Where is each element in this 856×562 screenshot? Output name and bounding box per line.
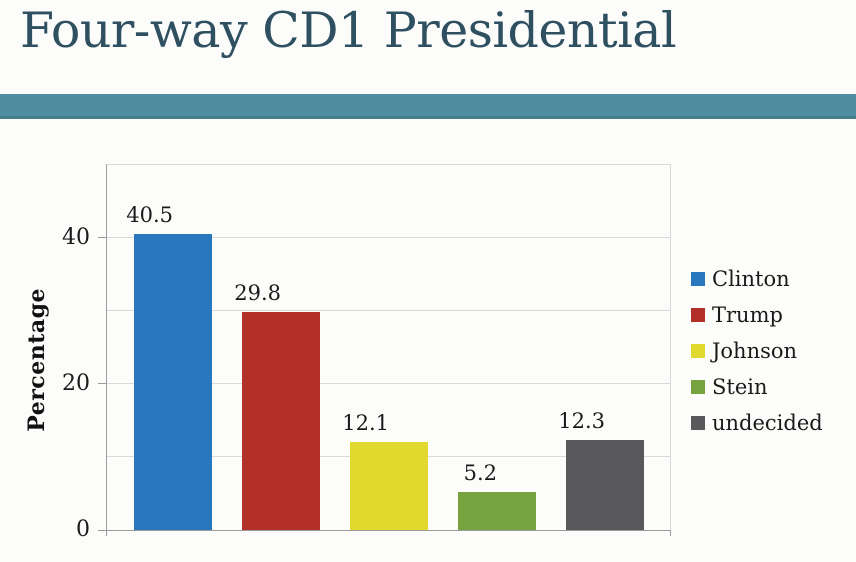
legend-item-clinton: Clinton <box>691 267 823 291</box>
legend-label: undecided <box>712 411 823 435</box>
bar-undecided <box>566 440 644 530</box>
gridline-30 <box>107 310 670 311</box>
legend-swatch-icon <box>691 344 705 358</box>
gridline-40 <box>107 237 670 238</box>
y-tick-mark-40 <box>98 237 107 238</box>
y-tick-label-0: 0 <box>76 517 90 542</box>
legend-item-johnson: Johnson <box>691 339 823 363</box>
y-tick-label-40: 40 <box>62 225 90 250</box>
plot-area: 0 20 40 40.5 29.8 12.1 5.2 12.3 <box>62 164 671 542</box>
legend-item-trump: Trump <box>691 303 823 327</box>
legend-swatch-icon <box>691 380 705 394</box>
y-axis-title: Percentage <box>24 288 50 432</box>
legend-label: Clinton <box>712 267 790 291</box>
page-title: Four-way CD1 Presidential <box>20 2 677 59</box>
bar-trump <box>242 312 320 530</box>
y-tick-mark-0 <box>98 530 107 531</box>
y-tick-label-20: 20 <box>62 371 90 396</box>
legend-item-undecided: undecided <box>691 411 823 435</box>
legend-swatch-icon <box>691 308 705 322</box>
legend-swatch-icon <box>691 272 705 286</box>
bar-stein <box>458 492 536 530</box>
legend-swatch-icon <box>691 416 705 430</box>
bar-clinton <box>134 234 212 530</box>
legend-label: Trump <box>712 303 783 327</box>
legend: Clinton Trump Johnson Stein undecided <box>691 267 823 435</box>
x-axis-start-tick <box>106 530 107 536</box>
x-axis-end-tick <box>670 530 671 536</box>
y-tick-mark-20 <box>98 383 107 384</box>
legend-item-stein: Stein <box>691 375 823 399</box>
bar-johnson <box>350 441 428 530</box>
legend-label: Johnson <box>712 339 798 363</box>
gridline-20 <box>107 383 670 384</box>
title-divider-band <box>0 94 856 119</box>
legend-label: Stein <box>712 375 768 399</box>
